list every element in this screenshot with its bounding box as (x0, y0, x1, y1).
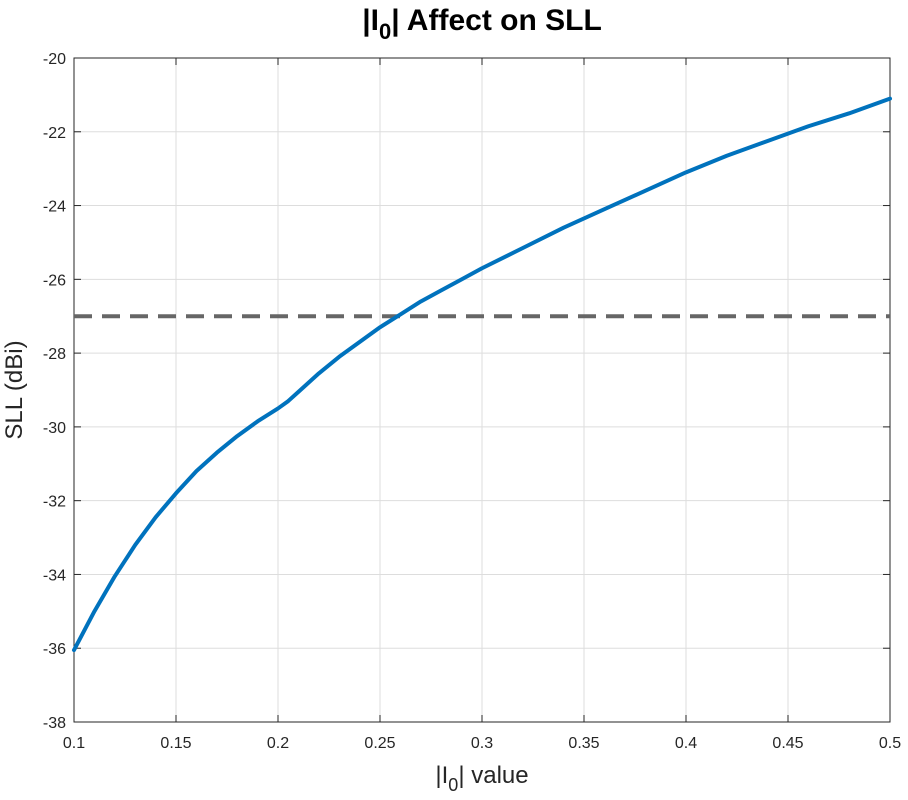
sll-curve (72, 96, 892, 653)
chart-title-post: | Affect on SLL (391, 4, 602, 37)
chart-title-sub: 0 (379, 19, 391, 44)
x-axis-label: |I0| value (435, 762, 528, 795)
grid-lines (73, 57, 891, 723)
x-tick-label: 0.3 (471, 735, 493, 752)
x-tick-label: 0.2 (267, 735, 289, 752)
y-tick-label: -28 (43, 346, 66, 363)
tick-marks (73, 57, 891, 723)
x-tick-label: 0.35 (568, 735, 599, 752)
y-tick-label: -22 (43, 125, 66, 142)
x-axis-label-sub: 0 (448, 775, 458, 795)
y-tick-label: -24 (43, 199, 66, 216)
y-tick-label: -32 (43, 494, 66, 511)
y-tick-label: -34 (43, 567, 66, 584)
x-tick-label: 0.4 (675, 735, 697, 752)
x-axis-label-post: | value (458, 762, 528, 789)
y-tick-label: -20 (43, 51, 66, 68)
x-tick-label: 0.15 (160, 735, 191, 752)
x-tick-label: 0.5 (879, 735, 901, 752)
y-tick-label: -38 (43, 715, 66, 732)
x-tick-label: 0.45 (772, 735, 803, 752)
y-tick-label: -30 (43, 420, 66, 437)
chart-title-pre: |I (362, 4, 379, 37)
x-tick-label: 0.25 (364, 735, 395, 752)
y-tick-label: -36 (43, 641, 66, 658)
y-axis-label: SLL (dBi) (1, 340, 28, 439)
tick-labels: 0.1 0.15 0.2 0.25 0.3 0.35 0.4 0.45 0.5 -38 -36 -34… (43, 51, 901, 752)
chart-title: |I0| Affect on SLL (362, 4, 602, 44)
x-tick-label: 0.1 (63, 735, 85, 752)
x-axis-label-pre: |I (435, 762, 448, 789)
y-tick-label: -26 (43, 272, 66, 289)
series-layer (72, 96, 892, 653)
